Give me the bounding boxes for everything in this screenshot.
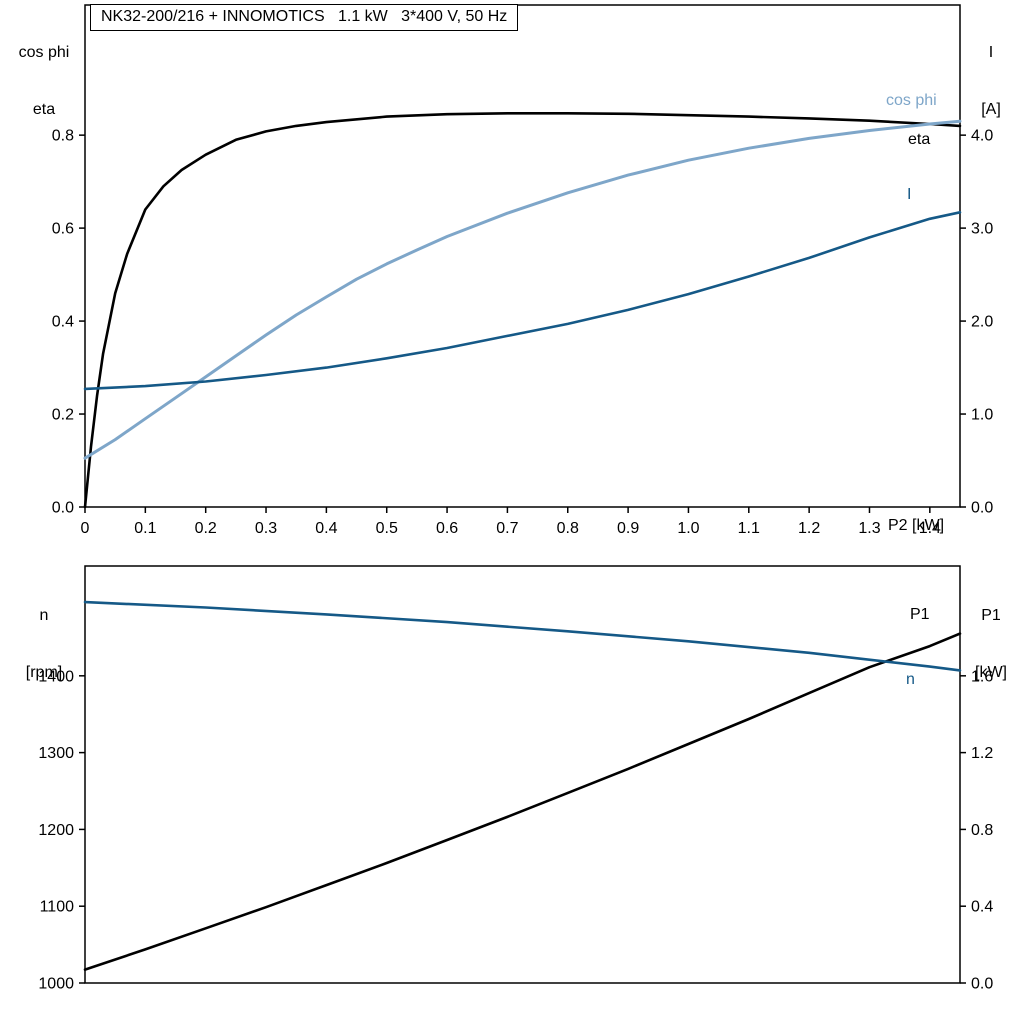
tick-label: 0.8 <box>557 520 579 537</box>
tick-label: 4.0 <box>971 128 993 145</box>
tick-label: 0.0 <box>971 500 993 517</box>
current-curve-label: I <box>907 186 912 203</box>
i-curve <box>83 211 962 391</box>
left-axis-header-top: cos phi eta <box>6 5 82 157</box>
right-axis-header-line2: [A] <box>981 101 1001 118</box>
left-axis-header-bottom-line2: [rpm] <box>25 664 63 681</box>
left-axis-header-line1: cos phi <box>18 44 70 61</box>
eta-curve <box>83 112 962 509</box>
tick-label: 0.8 <box>52 128 74 145</box>
tick-label: 0.9 <box>617 520 639 537</box>
tick-label: 1.3 <box>858 520 880 537</box>
tick-label: 0.0 <box>52 500 74 517</box>
tick-label: 0.5 <box>376 520 398 537</box>
cos-phi-curve-label: cos phi <box>886 92 937 109</box>
left-axis-header-line2: eta <box>32 101 56 118</box>
right-axis-header-bottom: P1 [kW] <box>962 568 1020 720</box>
tick-label: 0.6 <box>52 221 74 238</box>
tick-label: 1.6 <box>971 668 993 685</box>
right-axis-header-bottom-line1: P1 <box>981 607 1001 624</box>
tick-label: 1.1 <box>738 520 760 537</box>
left-axis-header-bottom: n [rpm] <box>6 568 82 720</box>
cos-phi-curve <box>83 119 962 460</box>
n-curve-label: n <box>906 671 915 688</box>
chart-title-box: NK32-200/216 + INNOMOTICS 1.1 kW 3*400 V… <box>90 4 519 31</box>
tick-label: 1.2 <box>798 520 820 537</box>
tick-label: 0.2 <box>52 407 74 424</box>
tick-label: 0.4 <box>315 520 337 537</box>
p1-curve-label: P1 <box>910 606 930 623</box>
n-curve <box>83 600 962 672</box>
tick-label: 1000 <box>38 976 74 993</box>
tick-label: 0.8 <box>971 822 993 839</box>
x-axis-label: P2 [kW] <box>888 517 945 534</box>
tick-label: 1.4 <box>919 520 941 537</box>
tick-label: 0.3 <box>255 520 277 537</box>
tick-label: 1200 <box>38 822 74 839</box>
tick-label: 0.2 <box>195 520 217 537</box>
tick-label: 3.0 <box>971 221 993 238</box>
tick-label: 1.0 <box>677 520 699 537</box>
tick-label: 0.4 <box>52 314 74 331</box>
eta-curve-label: eta <box>908 131 931 148</box>
tick-label: 1100 <box>40 899 75 916</box>
tick-label: 1400 <box>38 668 74 685</box>
tick-label: 0.7 <box>496 520 518 537</box>
right-axis-header-line1: I <box>988 44 994 61</box>
plot-frame <box>84 4 961 508</box>
tick-label: 0.1 <box>134 520 156 537</box>
tick-label: 0 <box>81 520 90 537</box>
p1-curve <box>83 632 962 971</box>
left-axis-header-bottom-line1: n <box>39 607 49 624</box>
tick-label: 1300 <box>38 745 74 762</box>
tick-label: 0.0 <box>971 976 993 993</box>
tick-label: 0.6 <box>436 520 458 537</box>
tick-label: 0.4 <box>971 899 993 916</box>
right-axis-header-top: I [A] <box>964 5 1018 157</box>
tick-label: 2.0 <box>971 314 993 331</box>
tick-label: 1.2 <box>971 745 993 762</box>
tick-label: 1.0 <box>971 407 993 424</box>
right-axis-header-bottom-line2: [kW] <box>975 664 1007 681</box>
plot-frame <box>84 565 961 984</box>
